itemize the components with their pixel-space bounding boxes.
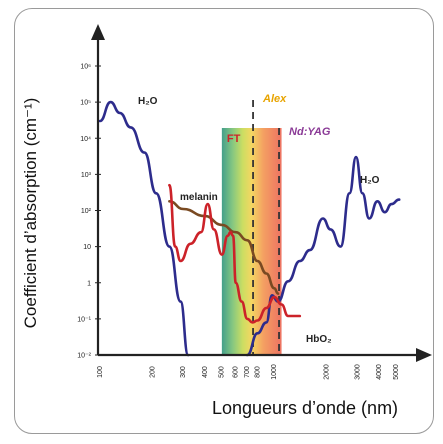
y-tick-label: 10⁴: [80, 136, 91, 143]
x-tick-label: 500: [219, 366, 226, 378]
x-tick-label: 800: [254, 366, 261, 378]
x-tick-label: 400: [202, 366, 209, 378]
label-laser-ndyag: Nd:YAG: [289, 126, 331, 138]
x-tick-label: 600: [233, 366, 240, 378]
chart-frame: [14, 8, 434, 434]
y-axis-arrow: [91, 24, 105, 40]
y-tick-label: 10⁻²: [77, 353, 91, 360]
x-tick-label: 5000: [393, 364, 400, 380]
x-tick-label: 100: [97, 366, 104, 378]
y-tick-label: 10⁻¹: [77, 316, 91, 323]
hbo2-curve: [168, 183, 302, 324]
x-axis-label: Longueurs d’onde (nm): [211, 398, 399, 418]
melanin-curve: [168, 200, 280, 295]
label-melanin: melanin: [180, 192, 218, 203]
x-axis-arrow: [416, 348, 432, 362]
x-tick-label: 1000: [271, 364, 278, 380]
y-tick-label: 10: [83, 244, 91, 251]
x-tick-label: 3000: [354, 364, 361, 380]
x-tick-label: 4000: [376, 364, 383, 380]
x-tick-label: 2000: [324, 364, 331, 380]
label-h2o-left: H₂O: [138, 96, 158, 107]
x-tick-label: 300: [180, 366, 187, 378]
x-tick-label: 200: [149, 366, 156, 378]
label-hbo2: HbO₂: [306, 334, 332, 345]
ft-band: [221, 128, 282, 355]
x-tick-label: 700: [244, 366, 251, 378]
y-tick-label: 10³: [81, 172, 92, 179]
y-tick-label: 10²: [81, 208, 92, 215]
label-h2o-right: H₂O: [360, 175, 380, 186]
h2o-ir-curve: [246, 155, 401, 357]
label-ft-band: FT: [227, 133, 241, 145]
y-tick-label: 10⁵: [80, 100, 91, 107]
y-tick-label: 10⁶: [80, 64, 91, 71]
y-tick-label: 1: [87, 280, 91, 287]
label-laser-alex: Alex: [262, 93, 287, 105]
h2o-uv-curve: [98, 100, 190, 357]
